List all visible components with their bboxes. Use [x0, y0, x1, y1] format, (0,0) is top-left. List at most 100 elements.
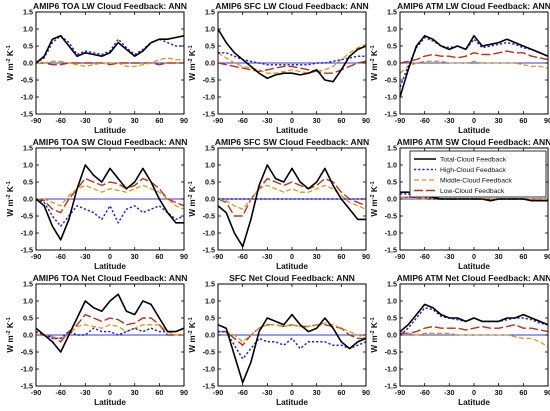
- plot-frame: [35, 147, 185, 251]
- x-tick-label: -90: [395, 116, 405, 125]
- y-tick-label: -1.0: [203, 228, 215, 237]
- plot-frame: [399, 283, 549, 387]
- series-line-high: [35, 327, 185, 340]
- x-tick-label: 90: [544, 116, 550, 125]
- plot-frame: [35, 283, 185, 387]
- x-tick-label: 30: [131, 252, 139, 261]
- y-tick-label: 0.5: [205, 177, 215, 186]
- x-tick-label: -60: [237, 116, 247, 125]
- y-tick-label: 0.5: [23, 41, 33, 50]
- x-tick-label: -60: [419, 388, 429, 397]
- y-tick-label: 1.0: [387, 160, 397, 169]
- x-axis-label: Latitude: [94, 126, 126, 135]
- y-tick-label: -0.5: [203, 211, 215, 220]
- y-tick-label: 0.0: [387, 58, 397, 67]
- panel-2: AMIP6 SFC LW Cloud Feedback: ANN -1.5 -1.0…: [188, 1, 370, 135]
- y-axis-label: W m-2 K-1: [6, 317, 15, 352]
- y-tick-label: -1.5: [203, 381, 215, 390]
- y-tick-label: -0.5: [385, 75, 397, 84]
- x-tick-label: -60: [237, 252, 247, 261]
- x-tick-label: -60: [55, 252, 65, 261]
- x-tick-label: 60: [337, 252, 345, 261]
- panel-1: AMIP6 TOA LW Cloud Feedback: ANN -1.5 -1.0…: [6, 1, 188, 135]
- y-axis-label: W m-2 K-1: [6, 181, 15, 216]
- y-tick-label: -1.0: [385, 228, 397, 237]
- series-line-total: [217, 164, 366, 248]
- panel-title: AMIP6 ATM SW Cloud Feedback: ANN: [397, 137, 550, 147]
- y-tick-label: -1.5: [21, 109, 33, 118]
- y-tick-label: -1.5: [203, 109, 215, 118]
- x-axis-label: Latitude: [276, 398, 308, 407]
- series-line-total: [35, 293, 185, 353]
- x-tick-label: 60: [155, 252, 163, 261]
- panel-title: AMIP6 ATM LW Cloud Feedback: ANN: [397, 1, 550, 11]
- x-tick-label: 0: [108, 252, 112, 261]
- x-tick-label: 0: [290, 116, 294, 125]
- x-tick-label: 0: [472, 116, 476, 125]
- panel-title: AMIP6 TOA SW Cloud Feedback: ANN: [33, 137, 188, 147]
- panel-title: SFC Net Cloud Feedback: ANN: [229, 273, 355, 283]
- x-tick-label: -30: [80, 116, 90, 125]
- panel-title: AMIP6 SFC SW Cloud Feedback: ANN: [215, 137, 369, 147]
- x-tick-label: -60: [55, 388, 65, 397]
- x-axis-label: Latitude: [276, 262, 308, 271]
- legend-label: Low-Cloud Feedback: [440, 188, 505, 195]
- series-line-middle: [218, 322, 367, 343]
- x-axis-label: Latitude: [458, 126, 490, 135]
- x-axis-label: Latitude: [458, 262, 490, 271]
- x-tick-label: 60: [337, 388, 345, 397]
- panel-title: AMIP6 SFC LW Cloud Feedback: ANN: [215, 1, 368, 11]
- x-tick-label: 30: [131, 116, 139, 125]
- x-tick-label: 30: [313, 252, 321, 261]
- y-tick-label: 1.0: [205, 296, 215, 305]
- y-tick-label: -0.5: [203, 347, 215, 356]
- series-line-middle: [217, 184, 367, 210]
- y-tick-label: -1.5: [385, 245, 397, 254]
- x-tick-label: -90: [395, 388, 405, 397]
- series-line-high: [218, 330, 367, 360]
- y-tick-label: -1.0: [21, 364, 33, 373]
- series-line-total: [35, 164, 184, 241]
- y-tick-label: 1.0: [387, 296, 397, 305]
- y-tick-label: -1.5: [385, 109, 397, 118]
- y-tick-label: 1.5: [23, 143, 33, 152]
- y-tick-label: -1.5: [21, 381, 33, 390]
- x-tick-label: 90: [544, 252, 550, 261]
- y-tick-label: 0.5: [387, 313, 397, 322]
- x-tick-label: 90: [180, 116, 188, 125]
- panel-8: SFC Net Cloud Feedback: ANN -1.5 -1.0 -0.5 0…: [188, 273, 370, 407]
- x-tick-label: -30: [262, 252, 272, 261]
- panel-title: AMIP6 ATM Net Cloud Feedback: ANN: [397, 273, 550, 283]
- x-tick-label: 0: [472, 252, 476, 261]
- y-tick-label: 1.5: [23, 279, 33, 288]
- x-tick-label: 0: [290, 388, 294, 397]
- y-tick-label: 0.5: [387, 41, 397, 50]
- y-tick-label: 1.0: [205, 24, 215, 33]
- x-tick-label: -90: [213, 388, 223, 397]
- x-tick-label: 0: [108, 116, 112, 125]
- plot-frame: [399, 11, 549, 115]
- series-line-high: [35, 198, 185, 227]
- y-axis-label: W m-2 K-1: [188, 45, 197, 80]
- x-tick-label: 60: [155, 116, 163, 125]
- series-line-middle: [399, 60, 549, 74]
- x-tick-label: 90: [362, 252, 370, 261]
- y-tick-label: 0.5: [23, 313, 33, 322]
- series-line-low: [399, 50, 549, 64]
- x-tick-label: 90: [180, 388, 188, 397]
- panel-3: AMIP6 ATM LW Cloud Feedback: ANN -1.5 -1.0…: [370, 1, 550, 135]
- series-line-high: [35, 35, 184, 64]
- y-tick-label: -0.5: [21, 75, 33, 84]
- x-tick-label: 30: [495, 252, 503, 261]
- x-axis-label: Latitude: [94, 262, 126, 271]
- legend: Total-Cloud Feedback High-Cloud Feedback M…: [409, 150, 547, 198]
- y-tick-label: 1.0: [23, 160, 33, 169]
- x-tick-label: 0: [472, 388, 476, 397]
- y-axis-label: W m-2 K-1: [188, 181, 197, 216]
- y-tick-label: -0.5: [203, 75, 215, 84]
- y-tick-label: -1.0: [21, 92, 33, 101]
- y-tick-label: 1.0: [23, 296, 33, 305]
- series-line-middle: [217, 43, 367, 74]
- series-line-high: [399, 36, 549, 88]
- y-tick-label: -1.0: [385, 364, 397, 373]
